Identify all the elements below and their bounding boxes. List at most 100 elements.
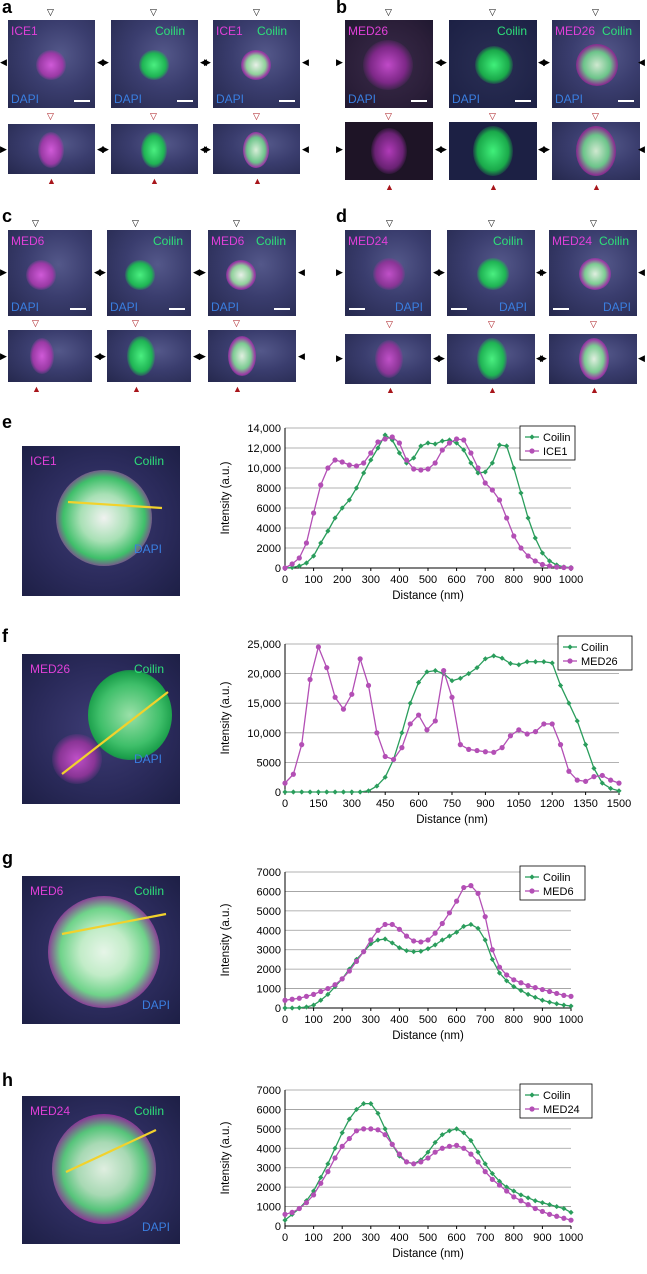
panel-letter-e: e [2,412,13,432]
data-point [568,565,574,571]
data-point [332,1155,338,1161]
y-tick-label: 6000 [257,1104,281,1116]
y-tick-label: 2000 [257,964,281,976]
arrow-left-marker: ◀ [638,353,645,363]
data-point [454,1142,460,1148]
data-point [496,970,503,976]
data-point [368,1126,374,1132]
x-tick-label: 600 [409,798,427,810]
label-coilin: Coilin [155,24,186,38]
label-coilin: Coilin [497,24,528,38]
legend-label: Coilin [543,1090,571,1102]
y-tick-label: 6000 [257,503,281,515]
arrow-down-marker: ▽ [386,218,393,228]
data-point [296,995,302,1001]
arrow-right-marker: ▶ [102,57,109,67]
data-point [546,1202,553,1208]
data-point [546,999,553,1005]
data-point [496,964,503,970]
data-point [340,789,347,795]
data-point [489,1176,495,1182]
data-point [403,948,410,954]
data-point [324,665,330,671]
micrograph-d-coilin: Coilin DAPI [447,230,535,316]
y-tick-label: 4000 [257,523,281,535]
data-point [282,565,288,571]
x-tick-label: 300 [362,574,380,586]
data-point [504,972,510,978]
label-ice1: ICE1 [11,24,38,38]
data-point [461,447,467,453]
data-point [454,440,460,446]
data-point [468,1151,474,1157]
data-point [432,668,438,674]
data-point [446,1143,453,1149]
data-point [518,987,524,994]
data-point [518,980,524,986]
label-coilin: Coilin [256,234,287,248]
data-point [375,927,381,933]
micrograph-a-coilin-z [111,124,198,174]
arrow-marker-red: ▲ [488,385,497,395]
y-tick-label: 5000 [257,1124,281,1136]
x-tick-label: 600 [447,574,465,586]
y-tick-label: 14,000 [247,423,281,435]
arrow-marker-red: ▽ [150,111,157,121]
data-point [525,515,531,521]
data-point [432,930,438,936]
y-tick-label: 0 [275,563,281,575]
micrograph-d-med24: MED24 DAPI [345,230,431,316]
micrograph-b-merge-z [552,122,640,180]
data-point [399,745,405,751]
data-point [396,450,402,456]
panel-letter-d: d [336,206,347,226]
data-point [432,441,438,447]
arrow-right-marker: ▶ [336,57,343,67]
x-tick-label: 0 [282,1014,288,1026]
data-point [568,1217,574,1223]
data-point [353,1128,360,1134]
data-point [365,788,372,794]
label-dapi: DAPI [11,92,40,106]
data-point [532,659,539,665]
data-point [432,1149,438,1155]
data-point [318,988,324,995]
data-point [303,540,310,546]
label-coilin: Coilin [493,234,524,248]
arrow-right-marker: ▶ [336,267,343,277]
x-tick-label: 900 [533,574,551,586]
arrow-marker-red: ▲ [47,176,56,186]
arrow-left-marker: ◀ [298,267,305,277]
data-point [307,676,313,683]
x-tick-label: 0 [282,1232,288,1244]
data-point [474,747,480,754]
data-point [507,733,514,739]
arrow-left-marker: ◀ [433,267,440,277]
data-point [289,996,295,1002]
x-tick-label: 1000 [559,1014,583,1026]
data-point [411,455,417,461]
data-point [557,742,564,748]
data-point [439,920,445,927]
arrow-left-marker: ◀ [435,144,442,154]
data-point [432,460,438,466]
data-point [566,700,572,706]
legend-label: Coilin [581,642,609,654]
data-point [382,921,388,928]
chart-f: 0 5000 10,000 15,000 20,000 25,000 0 150 300 450 6… [220,635,633,826]
y-tick-label: 0 [275,1003,281,1015]
data-point [353,1106,360,1113]
data-point [346,1116,352,1122]
y-tick-label: 10,000 [247,728,281,740]
arrow-marker-red: ▽ [488,319,495,329]
arrow-right-marker: ▶ [204,57,211,67]
arrow-right-marker: ▶ [199,267,206,277]
data-point [416,712,422,718]
legend-label: MED26 [581,656,618,668]
arrow-marker-red: ▽ [47,111,54,121]
arrow-right-marker: ▶ [336,353,343,363]
arrow-marker-red: ▲ [385,182,394,192]
inset-e: ICE1 Coilin DAPI [22,446,180,596]
arrow-left-marker: ◀ [193,351,200,361]
data-point [446,437,453,443]
